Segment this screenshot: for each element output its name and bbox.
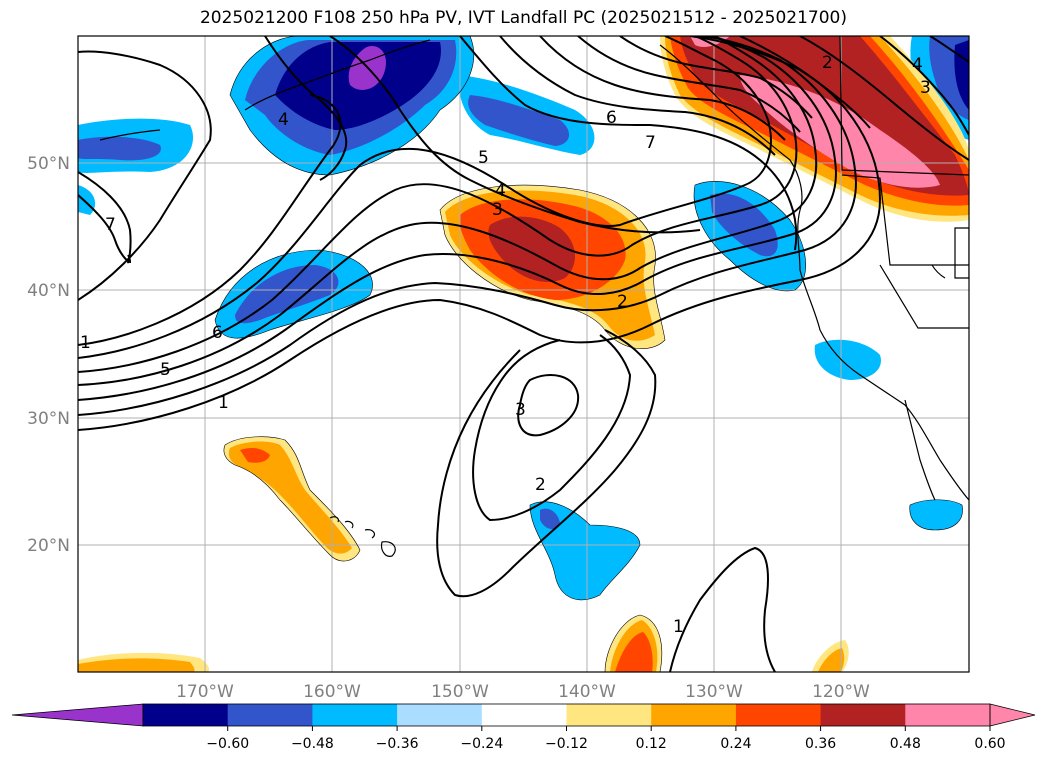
contour-label: 3 bbox=[515, 400, 526, 420]
contour-label: 6 bbox=[606, 108, 617, 128]
lon-label: 120°W bbox=[812, 682, 870, 702]
lon-label: 170°W bbox=[176, 682, 234, 702]
colorbar-segment bbox=[481, 704, 567, 726]
contour-label: 7 bbox=[105, 215, 116, 235]
colorbar-tick-label: 0.48 bbox=[890, 736, 921, 752]
colorbar-segment bbox=[397, 704, 483, 726]
contour-label: 2 bbox=[617, 292, 628, 312]
longitude-labels: 170°W 160°W 150°W 140°W 130°W 120°W bbox=[176, 682, 870, 702]
colorbar-tick-label: −0.60 bbox=[206, 736, 249, 752]
colorbar-tick-label: −0.24 bbox=[460, 736, 503, 752]
colorbar-arrow-low bbox=[11, 703, 144, 727]
contour-label: 1 bbox=[80, 333, 91, 353]
negative-anomaly-baja bbox=[909, 499, 963, 530]
contour-labels: 1 2 2 3 3 4 4 4 5 5 6 6 7 7 1 2 3 1 bbox=[80, 53, 931, 637]
colorbar-arrow-high bbox=[989, 703, 1036, 727]
contour-label: 2 bbox=[535, 475, 546, 495]
colorbar-segment bbox=[227, 704, 313, 726]
lon-label: 140°W bbox=[558, 682, 616, 702]
colorbar: −0.60 −0.48 −0.36 −0.24 −0.12 0.12 0.24 0.36 0.4… bbox=[11, 703, 1036, 752]
colorbar-segment bbox=[820, 704, 906, 726]
contour-label: 4 bbox=[278, 110, 289, 130]
lon-label: 150°W bbox=[431, 682, 489, 702]
shading-outlines bbox=[214, 36, 963, 672]
contour-label: 4 bbox=[912, 55, 923, 75]
contour-label: 1 bbox=[673, 617, 684, 637]
contour-label: 4 bbox=[495, 181, 506, 201]
positive-anomaly-mid-pacific bbox=[440, 185, 665, 349]
negative-anomaly-128w bbox=[694, 181, 806, 291]
coastlines bbox=[99, 36, 969, 501]
positive-anomaly-south bbox=[78, 615, 849, 672]
colorbar-segment bbox=[312, 704, 398, 726]
colorbar-segment bbox=[566, 704, 652, 726]
map-plot-area: 1 2 2 3 3 4 4 4 5 5 6 6 7 7 1 2 3 1 bbox=[78, 36, 969, 672]
colorbar-tick-label: −0.48 bbox=[291, 736, 334, 752]
map-title: 2025021200 F108 250 hPa PV, IVT Landfall… bbox=[199, 8, 847, 28]
colorbar-tick-label: −0.12 bbox=[545, 736, 588, 752]
contour-label: 3 bbox=[492, 200, 503, 220]
colorbar-tick-label: 0.24 bbox=[720, 736, 751, 752]
lat-label: 50°N bbox=[27, 154, 70, 174]
contour-label: 1 bbox=[218, 393, 229, 413]
negative-anomaly-california bbox=[814, 339, 881, 380]
contour-label: 3 bbox=[920, 78, 931, 98]
lat-label: 40°N bbox=[27, 281, 70, 301]
contour-label: 7 bbox=[645, 133, 656, 153]
ivt-contours bbox=[78, 36, 969, 672]
colorbar-tick-label: 0.12 bbox=[636, 736, 667, 752]
latitude-labels: 50°N 40°N 30°N 20°N bbox=[27, 154, 70, 556]
positive-anomaly-hawaii bbox=[223, 436, 360, 562]
negative-anomaly-northeast bbox=[910, 36, 969, 140]
contour-label: 5 bbox=[160, 360, 171, 380]
contour-label: 5 bbox=[478, 148, 489, 168]
colorbar-tick-label: −0.36 bbox=[376, 736, 419, 752]
colorbar-segment bbox=[651, 704, 737, 726]
colorbar-tick-label: 0.60 bbox=[974, 736, 1005, 752]
map-frame bbox=[77, 35, 970, 673]
lon-label: 130°W bbox=[685, 682, 743, 702]
colorbar-segment bbox=[905, 704, 991, 726]
colorbar-segment bbox=[143, 704, 229, 726]
contour-label: 2 bbox=[822, 53, 833, 73]
colorbar-tick-label: 0.36 bbox=[805, 736, 836, 752]
lat-label: 30°N bbox=[27, 409, 70, 429]
colorbar-segment bbox=[735, 704, 822, 726]
graticule bbox=[78, 36, 969, 672]
negative-anomaly-west bbox=[78, 118, 194, 215]
contour-label: 6 bbox=[212, 323, 223, 343]
lat-label: 20°N bbox=[27, 536, 70, 556]
lon-label: 160°W bbox=[303, 682, 361, 702]
